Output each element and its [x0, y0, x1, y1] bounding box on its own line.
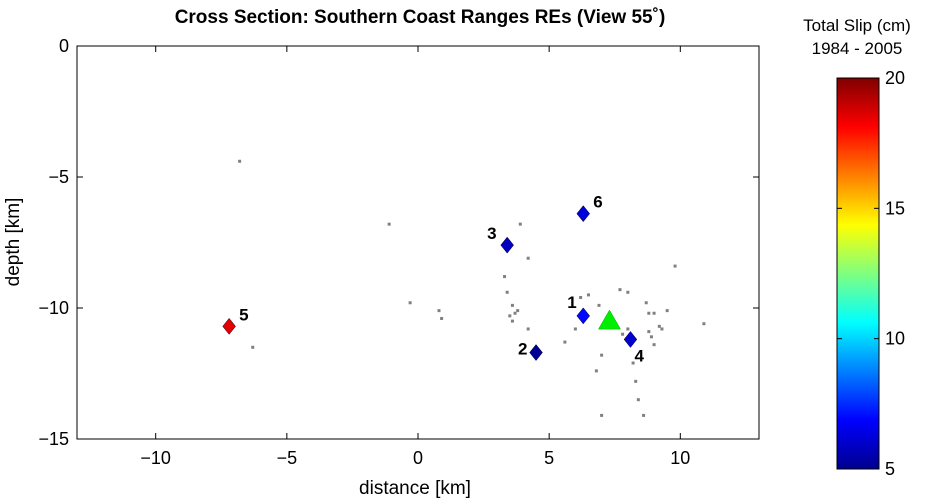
colorbar-tick-label: 20 — [885, 68, 905, 88]
background-event-dot — [526, 327, 530, 331]
background-event-dot — [600, 353, 604, 357]
background-event-dot — [673, 264, 677, 268]
repeating-event-marker — [529, 344, 543, 361]
y-tick-label: −15 — [38, 429, 69, 449]
background-event-dot — [518, 222, 522, 226]
background-event-dot — [647, 311, 651, 315]
x-tick-label: 5 — [544, 448, 554, 468]
y-tick-label: −5 — [48, 167, 69, 187]
repeating-event-label: 2 — [518, 340, 527, 359]
background-event-dot — [594, 369, 598, 373]
repeating-event-marker — [222, 317, 236, 335]
background-event-dot — [642, 413, 646, 417]
repeating-event-marker — [623, 331, 638, 348]
background-event-dot — [526, 256, 530, 260]
background-event-dot — [573, 327, 577, 331]
background-event-dot — [508, 314, 512, 318]
background-event-dot — [513, 311, 517, 315]
background-event-dot — [238, 159, 242, 163]
background-event-dot — [649, 335, 653, 339]
y-axis-label: depth [km] — [3, 198, 24, 287]
background-event-dot — [702, 322, 706, 326]
background-event-dot — [387, 222, 391, 226]
background-event-dot — [510, 303, 514, 307]
x-tick-label: −5 — [277, 448, 298, 468]
repeating-event-marker — [576, 307, 590, 325]
plot-area — [76, 45, 760, 440]
background-event-dot — [510, 319, 514, 323]
background-event-dot — [636, 398, 640, 402]
x-tick-label: 0 — [413, 448, 423, 468]
background-event-dot — [579, 296, 583, 300]
repeating-event-label: 6 — [593, 193, 602, 212]
background-event-dot — [621, 332, 625, 336]
y-tick-label: 0 — [59, 36, 69, 56]
x-tick-label: 10 — [670, 448, 690, 468]
repeating-event-marker — [500, 236, 514, 254]
background-event-dot — [600, 413, 604, 417]
background-event-dot — [251, 345, 255, 349]
mainshock-marker-group — [598, 309, 621, 330]
background-event-dot — [516, 309, 520, 313]
background-event-dot — [660, 327, 664, 331]
repeating-event-label: 1 — [567, 293, 576, 312]
background-event-dot — [647, 330, 651, 334]
background-event-dot — [626, 290, 630, 294]
background-event-dot — [563, 340, 567, 344]
background-event-dot — [626, 327, 630, 331]
background-event-dot — [665, 309, 669, 313]
background-event-dot — [634, 379, 638, 383]
colorbar-tick-label: 5 — [885, 459, 895, 479]
repeating-event-label: 5 — [239, 305, 248, 324]
mainshock-marker — [598, 309, 621, 330]
x-axis-label: distance [km] — [359, 478, 471, 499]
background-event-dot — [652, 311, 656, 315]
background-event-dot — [652, 343, 656, 347]
repeating-event-label: 4 — [634, 346, 644, 365]
background-event-dot — [657, 324, 661, 328]
background-event-dot — [503, 275, 507, 279]
colorbar-ticks: 20 15 10 5 — [837, 68, 905, 479]
background-event-dot — [587, 293, 590, 297]
y-tick-label: −10 — [38, 298, 69, 318]
colorbar-title-line2: 1984 - 2005 — [812, 39, 903, 58]
y-axis: 0 −5 −10 −15 — [38, 36, 759, 449]
x-axis: −10 −5 0 5 10 — [140, 46, 690, 468]
chart-title: Cross Section: Southern Coast Ranges REs… — [175, 7, 666, 28]
background-event-dot — [440, 316, 444, 320]
background-event-dot — [437, 309, 441, 313]
repeating-event-marker — [576, 205, 590, 223]
background-event-dot — [505, 290, 509, 294]
colorbar-tick-label: 10 — [885, 329, 905, 349]
background-event-dot — [618, 288, 622, 292]
colorbar — [836, 77, 880, 470]
colorbar-tick-label: 15 — [885, 198, 905, 218]
background-event-dot — [631, 361, 635, 365]
colorbar-title-line1: Total Slip (cm) — [803, 16, 911, 35]
background-event-dot — [644, 301, 648, 305]
repeating-events: 1 2 3 4 5 6 — [222, 193, 644, 365]
background-events — [238, 159, 706, 417]
background-event-dot — [597, 303, 601, 307]
x-tick-label: −10 — [140, 448, 171, 468]
repeating-event-label: 3 — [487, 224, 496, 243]
background-event-dot — [408, 301, 412, 305]
